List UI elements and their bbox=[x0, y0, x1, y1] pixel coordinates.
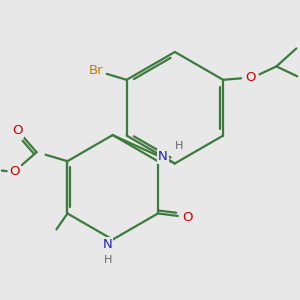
Text: O: O bbox=[12, 124, 23, 137]
Text: H: H bbox=[103, 256, 112, 266]
Text: H: H bbox=[175, 141, 183, 151]
Text: Br: Br bbox=[88, 64, 103, 77]
Text: O: O bbox=[182, 211, 193, 224]
Text: O: O bbox=[245, 71, 256, 84]
Text: N: N bbox=[103, 238, 112, 251]
Text: O: O bbox=[9, 165, 20, 178]
Text: N: N bbox=[158, 150, 168, 163]
